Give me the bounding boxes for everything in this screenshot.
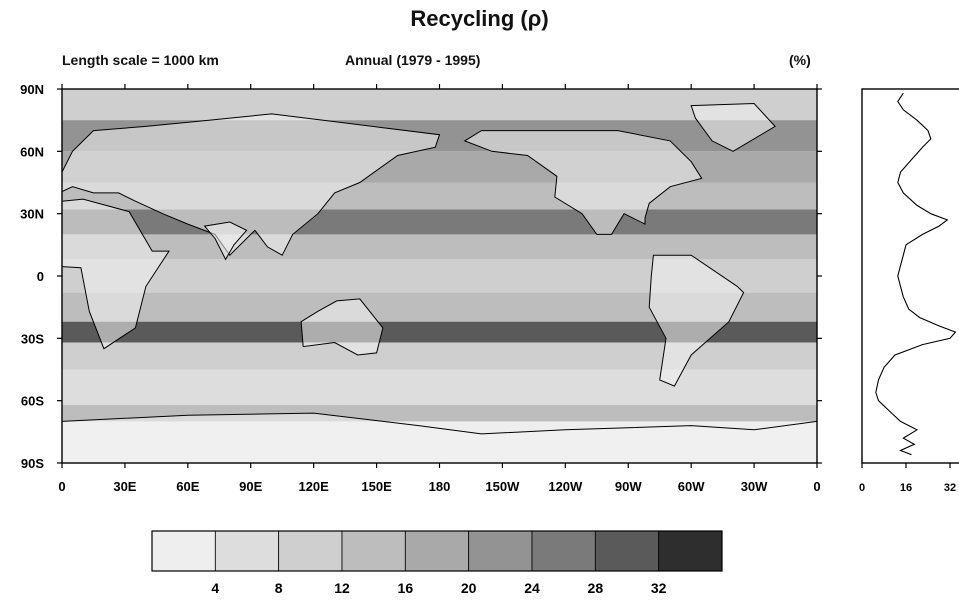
continent-australia <box>300 298 384 356</box>
map-y-tick-label: 30N <box>20 207 44 222</box>
colorbar-swatch <box>341 530 406 572</box>
map-y-axis: 90N 60N 30N 0 30S 60S 90S <box>20 82 822 471</box>
map-x-tick-label: 150E <box>361 479 392 494</box>
map-y-tick-label: 60N <box>20 144 44 159</box>
profile-frame <box>861 88 959 464</box>
map-x-tick-label: 180 <box>429 479 451 494</box>
colorbar-tick-label: 16 <box>398 580 414 596</box>
zonal-mean-line <box>875 92 957 456</box>
colorbar-swatch <box>214 530 280 572</box>
colorbar-frame <box>151 530 723 572</box>
profile-x-tick-label: 32 <box>944 482 956 494</box>
continent-north-america <box>463 130 703 235</box>
map-y-tick-label: 90N <box>20 82 44 97</box>
period-label: Annual (1979 - 1995) <box>345 52 481 68</box>
colorbar-tick-label: 28 <box>588 580 604 596</box>
colorbar-tick-label: 4 <box>211 580 219 596</box>
map-x-tick-label: 60W <box>678 479 705 494</box>
zonal-profile-panel: 0 16 32 <box>859 88 959 494</box>
map-x-tick-label: 90E <box>239 479 262 494</box>
colorbar-tick-label: 24 <box>524 580 540 596</box>
colorbar-swatch <box>151 530 216 572</box>
profile-x-tick-label: 0 <box>859 482 865 494</box>
units-label: (%) <box>789 52 811 68</box>
map-x-tick-label: 0 <box>58 479 65 494</box>
colorbar-tick-label: 12 <box>334 580 350 596</box>
map-panel: 0 30E 60E 90E 120E 150E 180 150W 120W 90W 60W 30W 0 … <box>20 82 822 494</box>
map-x-tick-label: 90W <box>615 479 642 494</box>
latitude-band-0 <box>62 89 817 121</box>
colorbar-swatch <box>468 530 533 572</box>
map-x-tick-label: 60E <box>176 479 199 494</box>
map-x-tick-label: 30W <box>741 479 768 494</box>
continent-europe-asia <box>62 113 441 256</box>
colorbar-swatch <box>404 530 470 572</box>
map-x-tick-label: 0 <box>813 479 820 494</box>
continent-greenland <box>690 102 776 152</box>
map-y-tick-label: 30S <box>21 331 44 346</box>
length-scale-label: Length scale = 1000 km <box>62 52 219 68</box>
continent-south-america <box>648 254 745 387</box>
colorbar-swatch <box>531 530 596 572</box>
continent-india <box>203 221 248 261</box>
map-y-tick-label: 90S <box>21 456 44 471</box>
colorbar-tick-label: 20 <box>461 580 477 596</box>
chart-title: Recycling (ρ) <box>410 6 549 31</box>
colorbar-tick-label: 32 <box>651 580 667 596</box>
coastline-outlines <box>62 102 817 463</box>
colorbar: 4 8 12 16 20 24 28 32 <box>151 530 723 596</box>
map-y-tick-label: 0 <box>37 269 44 284</box>
map-x-tick-label: 150W <box>485 479 520 494</box>
colorbar-swatch <box>278 530 343 572</box>
map-x-tick-label: 120W <box>548 479 583 494</box>
latitude-band-8 <box>62 321 817 343</box>
profile-x-axis: 0 16 32 <box>859 463 956 494</box>
latitude-band-5 <box>62 234 817 260</box>
profile-x-tick-label: 16 <box>900 482 912 494</box>
map-y-tick-label: 60S <box>21 394 44 409</box>
colorbar-swatch <box>658 530 723 572</box>
continent-africa <box>62 198 170 350</box>
map-x-axis: 0 30E 60E 90E 120E 150E 180 150W 120W 90W 60W 30W 0 <box>58 84 821 494</box>
map-x-tick-label: 120E <box>298 479 329 494</box>
colorbar-tick-label: 8 <box>275 580 283 596</box>
map-x-tick-label: 30E <box>113 479 136 494</box>
continent-antarctica <box>62 412 817 463</box>
colorbar-swatch <box>594 530 660 572</box>
latitude-band-9 <box>62 342 817 370</box>
latitude-band-10 <box>62 369 817 405</box>
